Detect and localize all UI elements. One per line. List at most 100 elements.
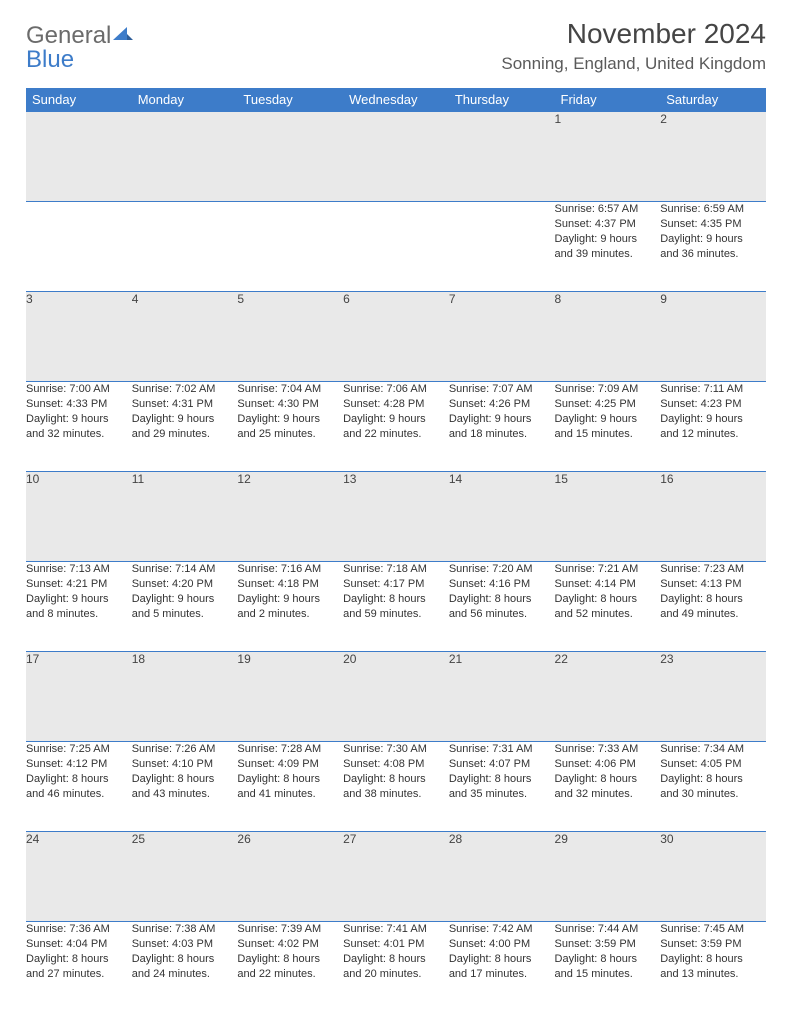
day-number-cell: 7	[449, 292, 555, 382]
daylight2-text: and 59 minutes.	[343, 607, 449, 622]
daylight2-text: and 25 minutes.	[237, 427, 343, 442]
daylight2-text: and 22 minutes.	[237, 967, 343, 982]
daylight2-text: and 32 minutes.	[555, 787, 661, 802]
daylight1-text: Daylight: 9 hours	[237, 412, 343, 427]
day-number-cell: 6	[343, 292, 449, 382]
day-number-cell: 21	[449, 652, 555, 742]
daylight2-text: and 24 minutes.	[132, 967, 238, 982]
day-content-cell: Sunrise: 7:33 AMSunset: 4:06 PMDaylight:…	[555, 742, 661, 832]
sunset-text: Sunset: 4:18 PM	[237, 577, 343, 592]
day-number-cell: 29	[555, 832, 661, 922]
day-content-cell: Sunrise: 7:04 AMSunset: 4:30 PMDaylight:…	[237, 382, 343, 472]
weekday-header: Tuesday	[237, 88, 343, 112]
sunrise-text: Sunrise: 7:38 AM	[132, 922, 238, 937]
daylight2-text: and 39 minutes.	[555, 247, 661, 262]
day-content-cell: Sunrise: 7:30 AMSunset: 4:08 PMDaylight:…	[343, 742, 449, 832]
sunrise-text: Sunrise: 7:14 AM	[132, 562, 238, 577]
logo-text: GeneralBlue	[26, 24, 133, 72]
daylight1-text: Daylight: 9 hours	[555, 232, 661, 247]
daylight1-text: Daylight: 9 hours	[343, 412, 449, 427]
daylight1-text: Daylight: 8 hours	[26, 772, 132, 787]
daylight1-text: Daylight: 8 hours	[343, 592, 449, 607]
daylight2-text: and 46 minutes.	[26, 787, 132, 802]
daylight1-text: Daylight: 8 hours	[343, 772, 449, 787]
day-content-cell	[132, 202, 238, 292]
sunset-text: Sunset: 4:02 PM	[237, 937, 343, 952]
sunset-text: Sunset: 4:13 PM	[660, 577, 766, 592]
sunrise-text: Sunrise: 6:57 AM	[555, 202, 661, 217]
daylight2-text: and 17 minutes.	[449, 967, 555, 982]
content-row: Sunrise: 7:00 AMSunset: 4:33 PMDaylight:…	[26, 382, 766, 472]
content-row: Sunrise: 7:36 AMSunset: 4:04 PM Daylight:…	[26, 922, 766, 1012]
daynum-row: 24252627282930	[26, 832, 766, 922]
daylight1-text: Daylight: 8 hours	[555, 772, 661, 787]
daylight2-text: and 15 minutes.	[555, 427, 661, 442]
sunrise-text: Sunrise: 7:20 AM	[449, 562, 555, 577]
daylight2-text: and 27 minutes.	[26, 967, 132, 982]
day-number-cell: 15	[555, 472, 661, 562]
daylight1-text: Daylight: 9 hours	[132, 412, 238, 427]
sunset-text: Sunset: 4:08 PM	[343, 757, 449, 772]
day-number-cell: 1	[555, 112, 661, 202]
daylight1-text: Daylight: 8 hours	[132, 772, 238, 787]
day-content-cell: Sunrise: 7:00 AMSunset: 4:33 PMDaylight:…	[26, 382, 132, 472]
day-content-cell	[449, 202, 555, 292]
weekday-header: Sunday	[26, 88, 132, 112]
sunrise-text: Sunrise: 7:11 AM	[660, 382, 766, 397]
sunset-text: Sunset: 4:04 PM	[26, 937, 132, 952]
sunset-text: Sunset: 4:03 PM	[132, 937, 238, 952]
day-number-cell	[343, 112, 449, 202]
day-content-cell: Sunrise: 7:09 AMSunset: 4:25 PMDaylight:…	[555, 382, 661, 472]
day-number-cell: 26	[237, 832, 343, 922]
day-number-cell: 14	[449, 472, 555, 562]
weekday-header: Friday	[555, 88, 661, 112]
day-content-cell: Sunrise: 7:21 AMSunset: 4:14 PMDaylight:…	[555, 562, 661, 652]
daylight2-text: and 2 minutes.	[237, 607, 343, 622]
sunset-text: Sunset: 4:17 PM	[343, 577, 449, 592]
weekday-header: Thursday	[449, 88, 555, 112]
day-content-cell: Sunrise: 7:20 AMSunset: 4:16 PMDaylight:…	[449, 562, 555, 652]
sunset-text: Sunset: 4:10 PM	[132, 757, 238, 772]
day-content-cell	[237, 202, 343, 292]
sunrise-text: Sunrise: 7:44 AM	[555, 922, 661, 937]
weekday-header: Wednesday	[343, 88, 449, 112]
daylight2-text: and 38 minutes.	[343, 787, 449, 802]
month-title: November 2024	[501, 18, 766, 50]
daylight2-text: and 49 minutes.	[660, 607, 766, 622]
title-block: November 2024 Sonning, England, United K…	[501, 18, 766, 74]
daylight1-text: Daylight: 9 hours	[26, 592, 132, 607]
day-content-cell: Sunrise: 7:13 AMSunset: 4:21 PMDaylight:…	[26, 562, 132, 652]
sunset-text: Sunset: 4:35 PM	[660, 217, 766, 232]
daylight1-text: Daylight: 8 hours	[343, 952, 449, 967]
day-content-cell: Sunrise: 7:44 AMSunset: 3:59 PMDaylight:…	[555, 922, 661, 1012]
sunrise-text: Sunrise: 7:36 AM	[26, 922, 132, 937]
weekday-header: Saturday	[660, 88, 766, 112]
sunrise-text: Sunrise: 7:13 AM	[26, 562, 132, 577]
day-number-cell: 2	[660, 112, 766, 202]
day-content-cell: Sunrise: 7:06 AMSunset: 4:28 PMDaylight:…	[343, 382, 449, 472]
sunset-text: Sunset: 4:30 PM	[237, 397, 343, 412]
day-number-cell: 10	[26, 472, 132, 562]
sunset-text: Sunset: 4:06 PM	[555, 757, 661, 772]
content-row: Sunrise: 6:57 AMSunset: 4:37 PMDaylight:…	[26, 202, 766, 292]
day-number-cell: 16	[660, 472, 766, 562]
daylight2-text: and 36 minutes.	[660, 247, 766, 262]
sunrise-text: Sunrise: 7:25 AM	[26, 742, 132, 757]
daynum-row: 3456789	[26, 292, 766, 382]
daylight1-text: Daylight: 9 hours	[555, 412, 661, 427]
day-number-cell	[449, 112, 555, 202]
daylight2-text: and 29 minutes.	[132, 427, 238, 442]
daylight1-text: Daylight: 8 hours	[237, 952, 343, 967]
sunrise-text: Sunrise: 7:28 AM	[237, 742, 343, 757]
daylight2-text: and 13 minutes.	[660, 967, 766, 982]
day-number-cell	[132, 112, 238, 202]
sunrise-text: Sunrise: 7:42 AM	[449, 922, 555, 937]
sunset-text: Sunset: 4:00 PM	[449, 937, 555, 952]
day-content-cell: Sunrise: 6:57 AMSunset: 4:37 PMDaylight:…	[555, 202, 661, 292]
day-number-cell: 19	[237, 652, 343, 742]
day-number-cell: 28	[449, 832, 555, 922]
content-row: Sunrise: 7:13 AMSunset: 4:21 PMDaylight:…	[26, 562, 766, 652]
daynum-row: 12	[26, 112, 766, 202]
sunrise-text: Sunrise: 7:41 AM	[343, 922, 449, 937]
day-number-cell: 18	[132, 652, 238, 742]
